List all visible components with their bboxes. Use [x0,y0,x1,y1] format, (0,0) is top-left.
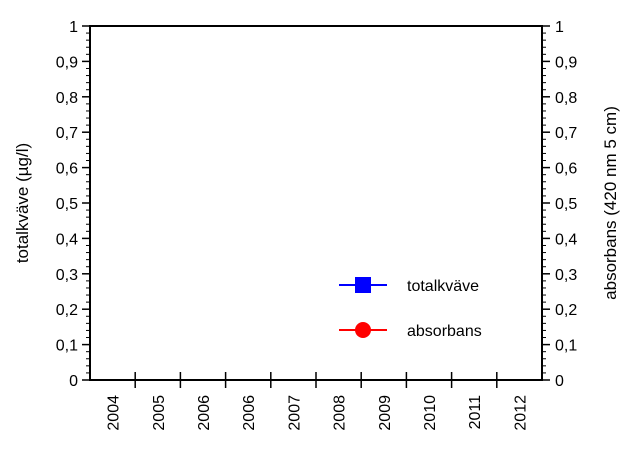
legend: totalkväve absorbans [339,277,482,340]
legend-marker-totalkvave [355,277,371,293]
y2-tick-label: 0,8 [555,90,577,107]
legend-marker-absorbans [355,322,371,338]
y2-tick-label: 0,3 [555,267,577,284]
y-axis-ticks: 0 0,1 0,2 0,3 0,4 0,5 0,6 0,7 0,8 0,9 1 [56,19,90,390]
x-tick-label: 2006 [241,395,258,431]
y2-tick-label: 0,6 [555,161,577,178]
x-tick-label: 2009 [377,395,394,431]
x-tick-label: 2004 [106,395,123,431]
x-tick-label: 2007 [286,395,303,431]
y2-tick-label: 0,1 [555,338,577,355]
y2-axis-title: absorbans (420 nm 5 cm) [601,106,620,300]
x-tick-label: 2008 [332,395,349,431]
y-tick-label: 0,2 [56,302,78,319]
x-tick-label: 2010 [422,395,439,431]
x-tick-label: 2006 [196,395,213,431]
y-tick-label: 0,5 [56,196,78,213]
x-tick-label: 2005 [151,395,168,431]
y-tick-label: 0,1 [56,338,78,355]
y-tick-label: 0,8 [56,90,78,107]
y2-tick-label: 0,5 [555,196,577,213]
legend-label-absorbans: absorbans [407,323,482,340]
y-tick-label: 0,6 [56,161,78,178]
y2-tick-label: 0,7 [555,125,577,142]
y2-tick-label: 1 [555,19,564,36]
y2-tick-label: 0,2 [555,302,577,319]
y2-tick-label: 0,4 [555,231,577,248]
y-tick-label: 0,3 [56,267,78,284]
legend-label-totalkvave: totalkväve [407,278,479,295]
x-tick-label: 2011 [467,395,484,430]
y-tick-label: 1 [69,19,78,36]
y2-tick-label: 0 [555,373,564,390]
y2-tick-label: 0,9 [555,54,577,71]
x-axis-ticks: 2004 2005 2006 2006 2007 2008 2009 2010 2011 2012 [106,372,529,431]
y-tick-label: 0 [69,373,78,390]
y-axis-title: totalkväve (µg/l) [13,143,32,263]
y-tick-label: 0,9 [56,54,78,71]
x-tick-label: 2012 [512,395,529,431]
y-tick-label: 0,4 [56,231,78,248]
y-tick-label: 0,7 [56,125,78,142]
y2-axis-ticks: 0 0,1 0,2 0,3 0,4 0,5 0,6 0,7 0,8 0,9 1 [542,19,577,390]
